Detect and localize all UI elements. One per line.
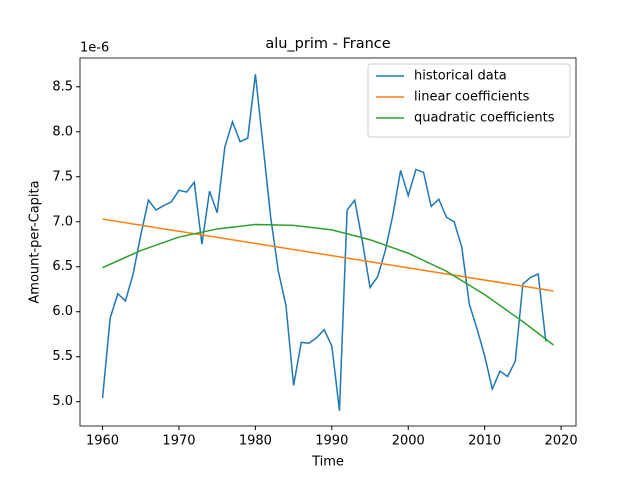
x-tick-label: 2010 [468, 434, 501, 449]
x-axis-label: Time [311, 455, 344, 470]
y-tick-label: 6.0 [52, 304, 73, 319]
y-tick-label: 5.5 [52, 349, 73, 364]
legend-label: historical data [414, 69, 507, 84]
y-tick-label: 7.0 [52, 214, 73, 229]
legend-label: quadratic coefficients [414, 111, 555, 126]
y-tick-label: 5.0 [52, 394, 73, 409]
y-tick-label: 8.5 [52, 79, 73, 94]
y-tick-label: 7.5 [52, 169, 73, 184]
chart-title: alu_prim - France [265, 36, 390, 52]
series-line [101, 74, 547, 411]
y-tick-label: 6.5 [52, 259, 73, 274]
legend-box [367, 63, 571, 138]
x-tick-label: 1970 [162, 434, 195, 449]
offset-text: 1e-6 [80, 41, 109, 56]
axes-frame [79, 57, 577, 427]
series-line [102, 218, 554, 292]
x-tick-label: 1980 [239, 434, 272, 449]
series-line [102, 223, 554, 346]
x-tick-label: 1960 [86, 434, 119, 449]
x-tick-label: 1990 [315, 434, 348, 449]
legend-label: linear coefficients [414, 90, 530, 105]
x-tick-label: 2020 [545, 434, 578, 449]
y-axis-label: Amount-per-Capita [28, 180, 43, 303]
y-tick-label: 8.0 [52, 124, 73, 139]
x-tick-label: 2000 [392, 434, 425, 449]
